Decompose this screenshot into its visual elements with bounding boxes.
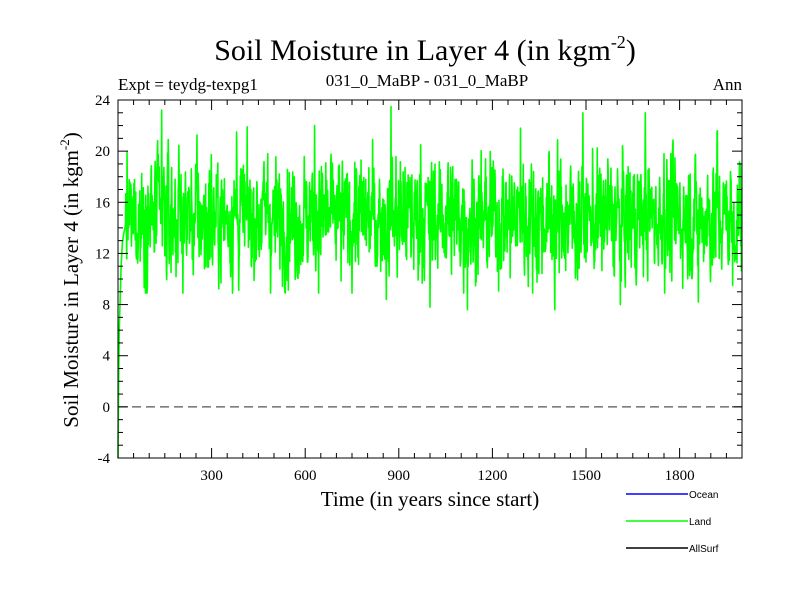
y-tick-label: -4	[98, 451, 111, 467]
axis-tick-labels: 300 600 900 1200 1500 1800 -4 0 4 8 12 16 20 24	[95, 93, 695, 484]
plot-area	[117, 105, 743, 459]
y-tick-label: 24	[95, 93, 111, 109]
legend-label-ocean: Ocean	[689, 490, 718, 501]
legend-label-allsurf: AllSurf	[689, 544, 719, 555]
x-tick-label: 600	[294, 468, 317, 484]
legend-label-land: Land	[689, 517, 711, 528]
y-axis-label: Soil Moisture in Layer 4 (in kgm-2)	[57, 132, 83, 427]
series-line-land	[117, 105, 743, 459]
x-tick-label: 300	[200, 468, 223, 484]
y-tick-label: 8	[103, 298, 111, 314]
y-tick-label: 12	[95, 246, 110, 262]
season-label: Ann	[713, 75, 743, 94]
x-tick-label: 900	[388, 468, 411, 484]
y-tick-label: 20	[95, 144, 110, 160]
chart-title: Soil Moisture in Layer 4 (in kgm-2)	[214, 32, 636, 67]
x-tick-label: 1200	[477, 468, 507, 484]
experiment-label: Expt = teydg-texpg1	[118, 75, 258, 94]
x-axis-label: Time (in years since start)	[321, 487, 540, 511]
y-tick-label: 4	[103, 349, 111, 365]
legend: Ocean Land AllSurf	[626, 490, 719, 555]
x-tick-label: 1800	[665, 468, 695, 484]
y-tick-label: 0	[103, 400, 111, 416]
y-tick-label: 16	[95, 195, 111, 211]
axis-ticks	[118, 100, 742, 458]
x-tick-label: 1500	[571, 468, 601, 484]
period-label: 031_0_MaBP - 031_0_MaBP	[326, 71, 528, 90]
